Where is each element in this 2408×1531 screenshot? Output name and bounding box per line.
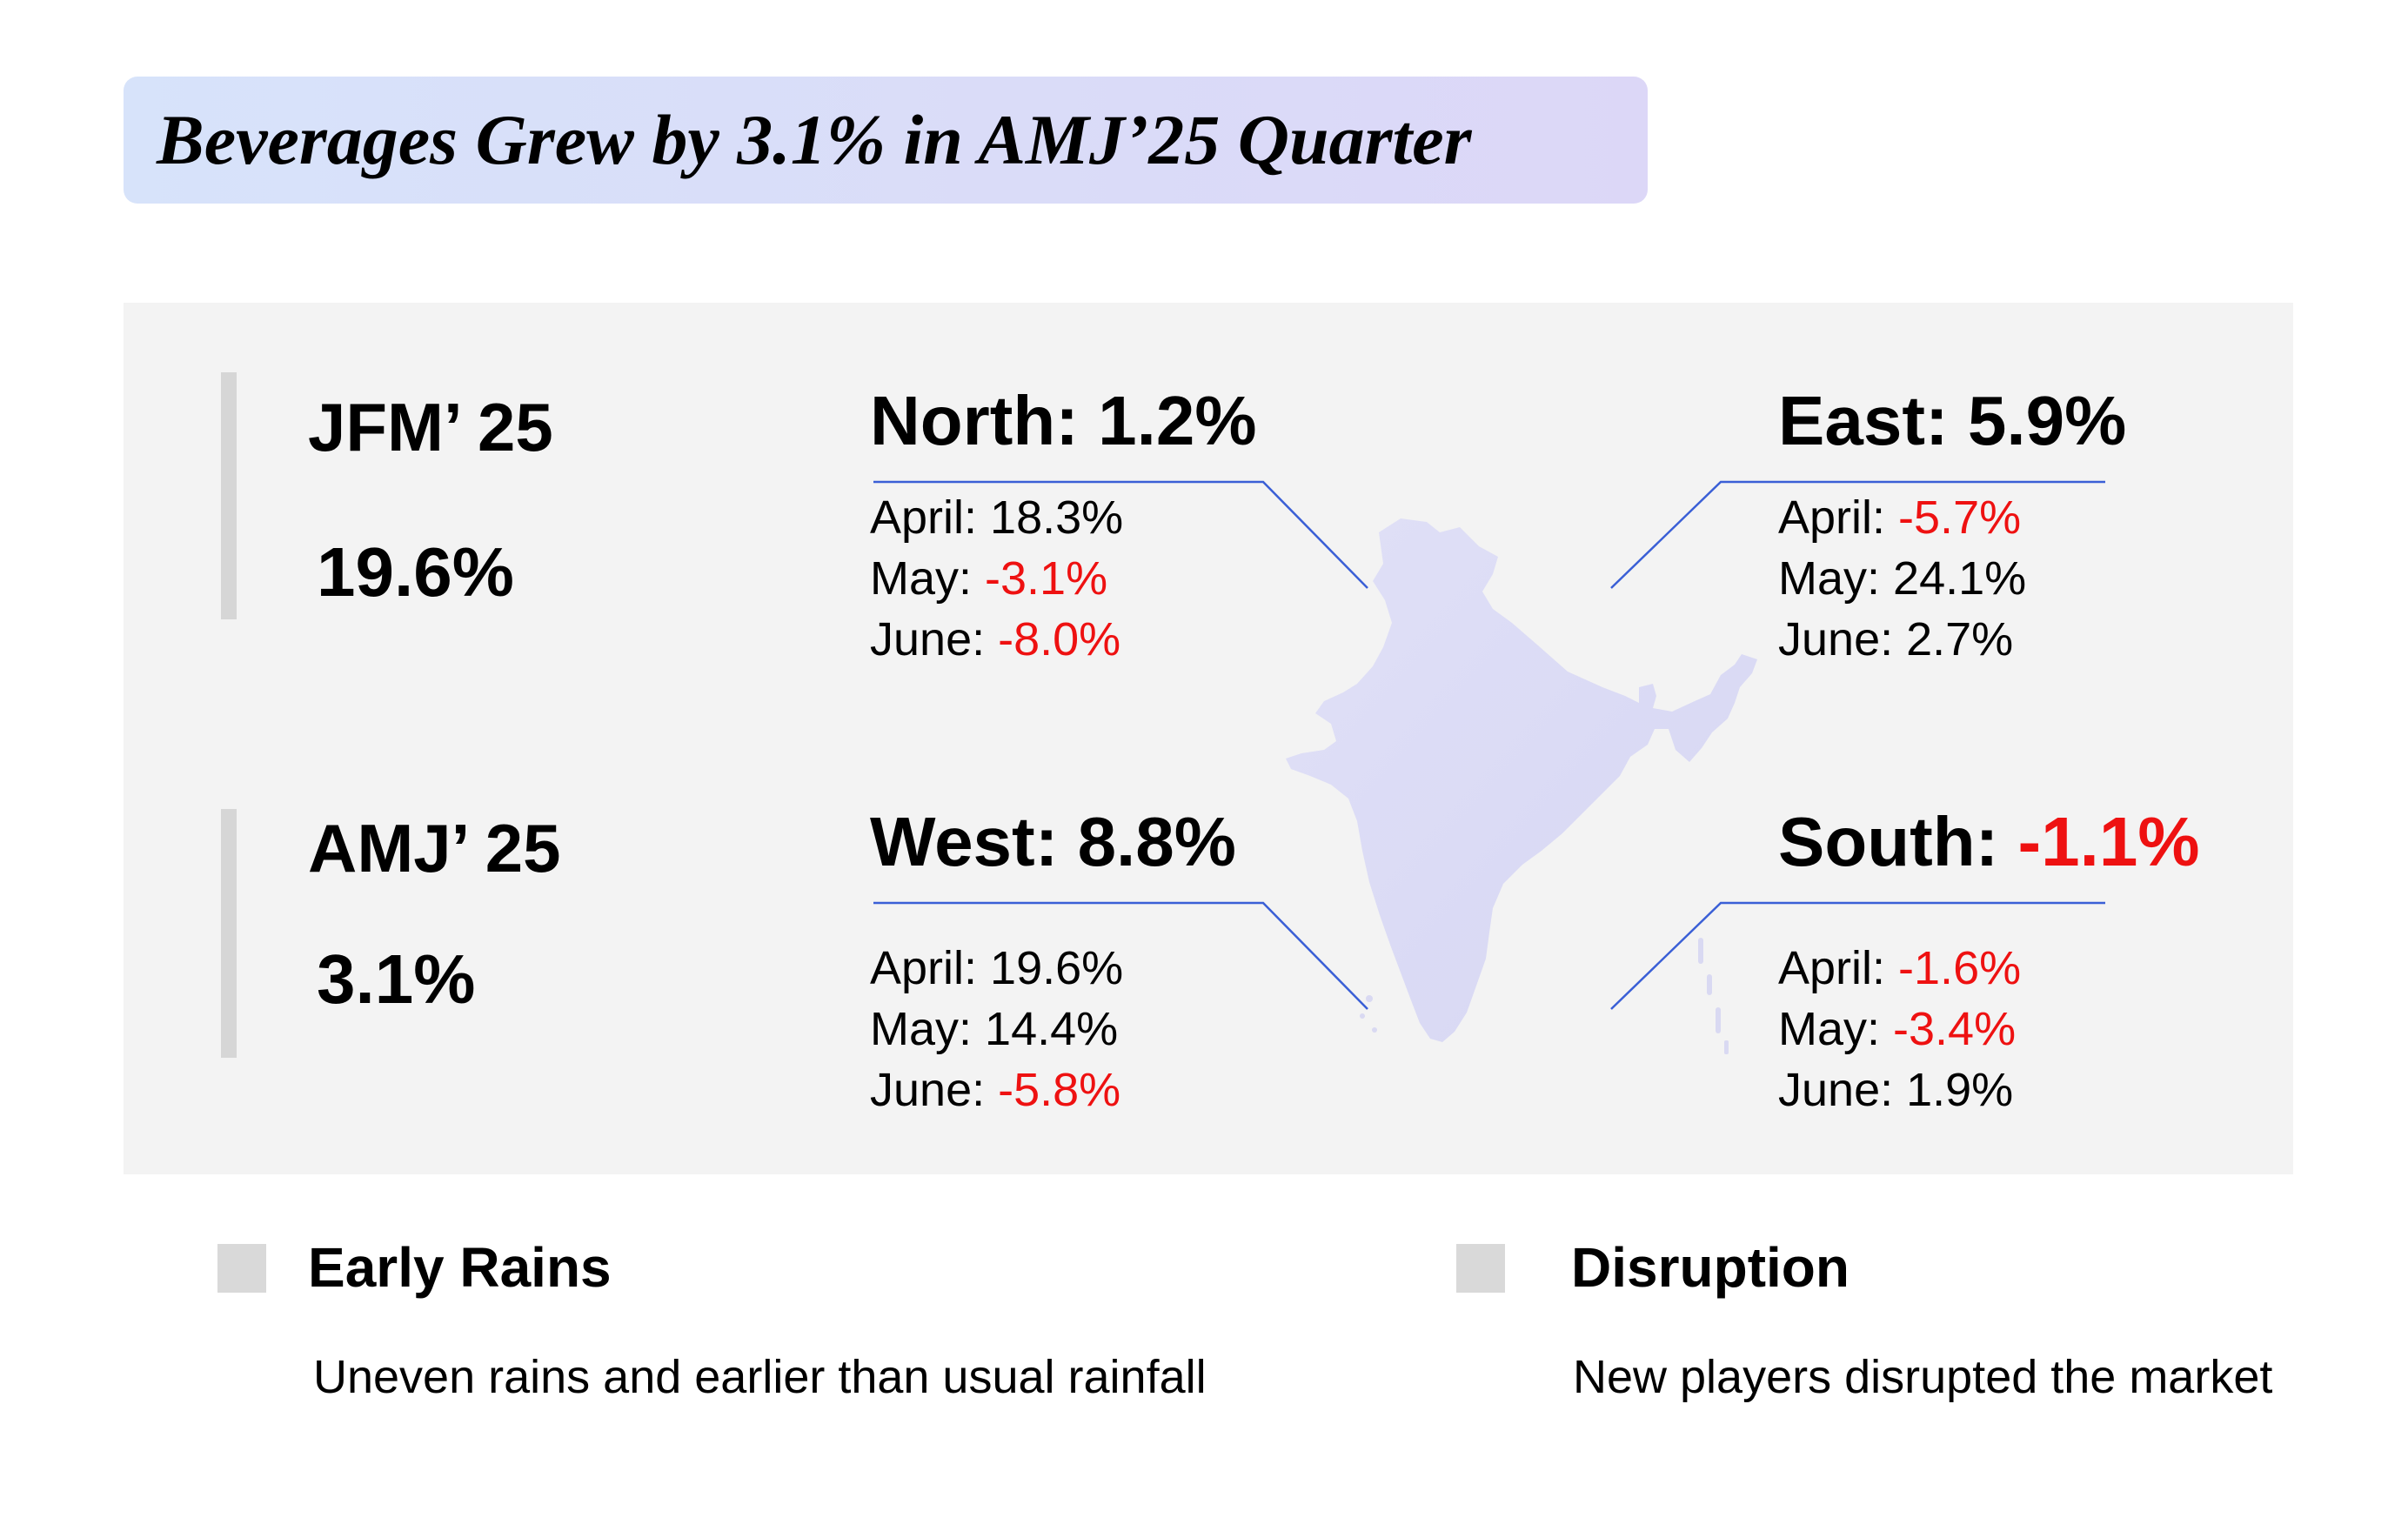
regional-growth-panel <box>124 303 2293 1174</box>
month-row: June: -5.8% <box>870 1060 1123 1120</box>
month-label: June: <box>870 1064 999 1116</box>
quarter-accent-bar <box>221 372 237 619</box>
month-label: April: <box>870 491 991 544</box>
south-heading: South: -1.1% <box>1778 802 2199 882</box>
month-value: 2.7% <box>1906 613 2014 665</box>
month-value: 14.4% <box>985 1003 1119 1055</box>
month-label: April: <box>870 942 991 994</box>
quarter-growth-value: 3.1% <box>317 940 476 1018</box>
month-value: -8.0% <box>998 613 1121 665</box>
factor-heading: Early Rains <box>308 1236 612 1299</box>
quarter-label: AMJ’ 25 <box>308 810 561 886</box>
west-heading: West: 8.8% <box>870 802 1236 882</box>
india-map-icon <box>1286 518 1757 1054</box>
month-value: -3.1% <box>985 552 1108 605</box>
quarter-label: JFM’ 25 <box>308 389 553 465</box>
factor-bullet-square <box>1456 1244 1505 1293</box>
month-value: 1.9% <box>1906 1064 2014 1116</box>
month-value: 24.1% <box>1893 552 2027 605</box>
factor-bullet-square <box>217 1244 266 1293</box>
month-row: April: -1.6% <box>1778 938 2021 999</box>
month-label: May: <box>1778 552 1894 605</box>
month-label: May: <box>1778 1003 1894 1055</box>
region-total: 5.9% <box>1967 382 2127 459</box>
month-row: June: 1.9% <box>1778 1060 2021 1120</box>
month-label: April: <box>1778 942 1899 994</box>
region-name: North: <box>870 382 1099 459</box>
east-monthly-list: April: -5.7% May: 24.1% June: 2.7% <box>1778 487 2026 670</box>
month-value: 18.3% <box>990 491 1124 544</box>
month-row: May: 24.1% <box>1778 548 2026 609</box>
region-total: -1.1% <box>2017 803 2200 880</box>
month-label: May: <box>870 552 986 605</box>
month-value: -3.4% <box>1893 1003 2017 1055</box>
month-label: June: <box>870 613 999 665</box>
region-name: South: <box>1778 803 2018 880</box>
month-label: June: <box>1778 613 1907 665</box>
region-total: 1.2% <box>1098 382 1257 459</box>
region-total: 8.8% <box>1077 803 1236 880</box>
month-row: May: -3.1% <box>870 548 1123 609</box>
month-value: 19.6% <box>990 942 1124 994</box>
month-row: May: 14.4% <box>870 999 1123 1060</box>
month-row: June: -8.0% <box>870 609 1123 670</box>
page-title: Beverages Grew by 3.1% in AMJ’25 Quarter <box>157 100 1472 179</box>
region-name: East: <box>1778 382 1968 459</box>
month-row: April: 19.6% <box>870 938 1123 999</box>
east-heading: East: 5.9% <box>1778 381 2126 461</box>
month-label: April: <box>1778 491 1899 544</box>
north-heading: North: 1.2% <box>870 381 1257 461</box>
month-label: June: <box>1778 1064 1907 1116</box>
month-row: April: 18.3% <box>870 487 1123 548</box>
region-name: West: <box>870 803 1078 880</box>
month-value: -5.8% <box>998 1064 1121 1116</box>
month-label: May: <box>870 1003 986 1055</box>
south-monthly-list: April: -1.6% May: -3.4% June: 1.9% <box>1778 938 2021 1120</box>
quarter-growth-value: 19.6% <box>317 533 514 611</box>
west-monthly-list: April: 19.6% May: 14.4% June: -5.8% <box>870 938 1123 1120</box>
factor-heading: Disruption <box>1571 1236 1849 1299</box>
north-monthly-list: April: 18.3% May: -3.1% June: -8.0% <box>870 487 1123 670</box>
month-row: June: 2.7% <box>1778 609 2026 670</box>
factor-description: Uneven rains and earlier than usual rain… <box>313 1351 1207 1403</box>
factor-description: New players disrupted the market <box>1573 1351 2273 1403</box>
month-row: April: -5.7% <box>1778 487 2026 548</box>
quarter-accent-bar <box>221 809 237 1058</box>
month-row: May: -3.4% <box>1778 999 2021 1060</box>
month-value: -5.7% <box>1898 491 2022 544</box>
title-banner: Beverages Grew by 3.1% in AMJ’25 Quarter <box>124 77 1648 204</box>
month-value: -1.6% <box>1898 942 2022 994</box>
